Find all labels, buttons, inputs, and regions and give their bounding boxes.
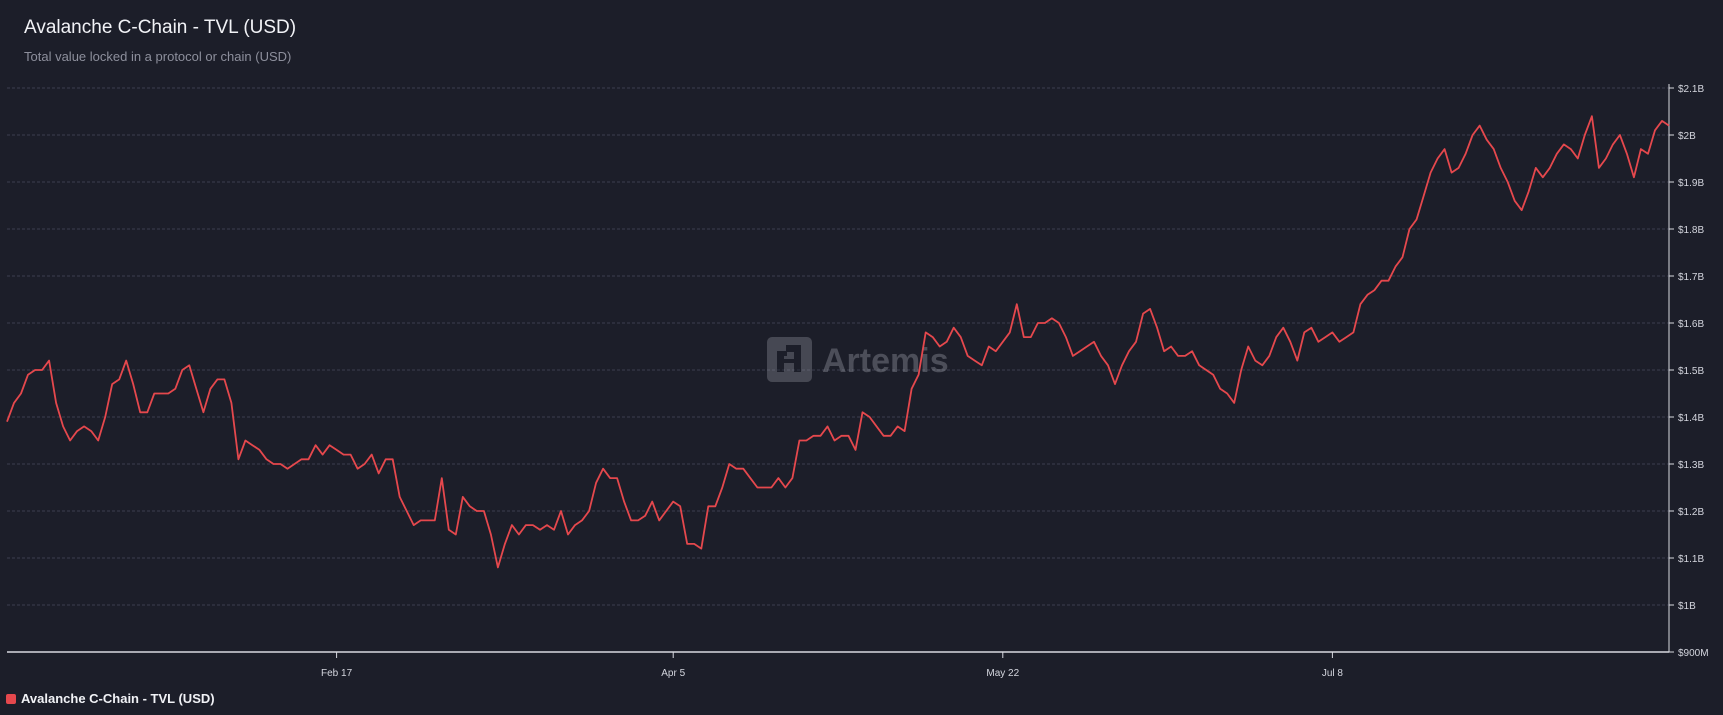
artemis-logo-glyph [777, 345, 801, 372]
y-tick-label: $1.4B [1678, 413, 1704, 424]
y-tick-label: $1.5B [1678, 366, 1704, 377]
x-tick-label: Jul 8 [1322, 668, 1344, 679]
y-tick-label: $1.1B [1678, 554, 1704, 565]
y-tick-label: $1.2B [1678, 507, 1704, 518]
legend[interactable]: Avalanche C-Chain - TVL (USD) [6, 691, 215, 706]
watermark-text: Artemis [822, 342, 949, 380]
artemis-watermark: Artemis [767, 337, 949, 382]
y-tick-label: $1.3B [1678, 460, 1704, 471]
y-tick-label: $1.7B [1678, 272, 1704, 283]
y-tick-label: $2B [1678, 131, 1696, 142]
x-tick-label: Feb 17 [321, 668, 353, 679]
y-tick-label: $1B [1678, 601, 1696, 612]
y-tick-label: $900M [1678, 648, 1709, 659]
x-tick-label: Apr 5 [661, 668, 685, 679]
legend-swatch [6, 693, 16, 704]
grid-lines [7, 87, 1669, 606]
y-tick-label: $2.1B [1678, 84, 1704, 95]
chart-subtitle: Total value locked in a protocol or chai… [24, 49, 292, 64]
series-layer [6, 115, 1670, 569]
series-line-avalanche-tvl[interactable] [6, 115, 1670, 569]
artemis-logo-icon [767, 337, 812, 382]
y-tick-label: $1.6B [1678, 319, 1704, 330]
legend-label: Avalanche C-Chain - TVL (USD) [21, 691, 215, 706]
y-tick-label: $1.8B [1678, 225, 1704, 236]
chart-title: Avalanche C-Chain - TVL (USD) [24, 17, 297, 38]
axes: $900M $1B $1.1B $1.2B $1.3B $1.4B $1.5B $1.6B $1… [7, 84, 1709, 679]
y-tick-label: $1.9B [1678, 178, 1704, 189]
x-tick-label: May 22 [986, 668, 1019, 679]
